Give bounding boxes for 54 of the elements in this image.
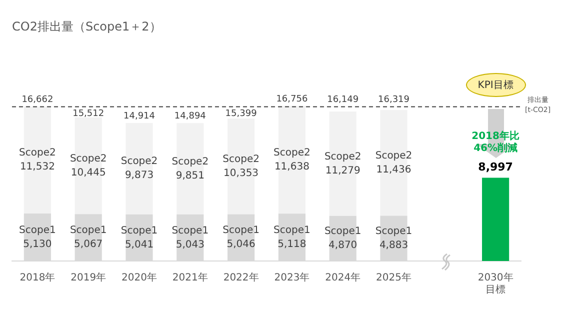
text: Scope1 [19, 224, 56, 236]
total-label: 15,399 [225, 109, 258, 120]
x-tick-label: 2030年目標 [478, 272, 514, 296]
data-label: 5,130 [23, 238, 52, 250]
data-label: 11,436 [376, 164, 412, 176]
total-label: 16,319 [378, 95, 410, 106]
text: Scope1 [70, 225, 107, 236]
x-tick-label: 2023年 [274, 272, 310, 284]
text: Scope1 [274, 224, 310, 236]
x-tick-label: 2021年 [172, 272, 208, 284]
data-label: 5,046 [226, 239, 256, 250]
text: Scope2 [172, 156, 209, 168]
data-label: 8,997 [478, 160, 513, 174]
data-label: 5,067 [74, 239, 103, 250]
total-label: 14,914 [124, 111, 156, 122]
text: Scope1 [375, 226, 412, 237]
x-tick-label: 2024年 [325, 272, 361, 284]
text: Scope2 [70, 153, 107, 164]
data-label: 11,279 [325, 165, 360, 176]
series-label: Scope1 [222, 225, 260, 236]
data-label: 9,873 [124, 170, 154, 182]
data-label: 10,445 [70, 167, 106, 178]
total-label: 15,512 [72, 109, 104, 120]
text: Scope1 [172, 225, 209, 236]
data-label: 9,851 [176, 170, 204, 182]
data-label: 10,353 [224, 168, 259, 179]
data-label: 4,883 [379, 240, 408, 251]
text: Scope2 [274, 147, 310, 158]
x-tick-label: 2018年 [20, 272, 56, 284]
text: Scope2 [120, 156, 158, 168]
data-label: 11,532 [20, 162, 55, 173]
x-tick-label: 2020年 [122, 272, 157, 284]
text: Scope1 [324, 226, 362, 238]
bar [482, 178, 510, 261]
text: Scope2 [19, 148, 56, 159]
total-label: 16,149 [327, 95, 359, 106]
chart-title: CO2排出量（Scope1＋2） [12, 19, 162, 34]
total-label: 16,756 [276, 94, 308, 104]
text: Scope2 [375, 150, 412, 162]
ellipse-badge: KPI目標 [466, 72, 526, 97]
series-label: Scope2 [222, 154, 260, 165]
data-label: 5,043 [176, 239, 204, 250]
data-label: 11,638 [274, 161, 310, 172]
data-label: 4,870 [328, 240, 358, 252]
annotation: 2018年比 46%削減 [470, 130, 520, 155]
data-label: 5,118 [278, 238, 306, 250]
total-label: 14,894 [174, 111, 206, 122]
total-label: 16,662 [22, 95, 54, 106]
x-tick-label: 2025年 [376, 272, 412, 284]
text: Scope2 [324, 151, 362, 162]
x-tick-label: 2022年 [223, 272, 259, 284]
data-label: 5,041 [124, 239, 154, 250]
x-tick-label: 2019年 [70, 272, 106, 284]
text: Scope1 [120, 225, 158, 236]
